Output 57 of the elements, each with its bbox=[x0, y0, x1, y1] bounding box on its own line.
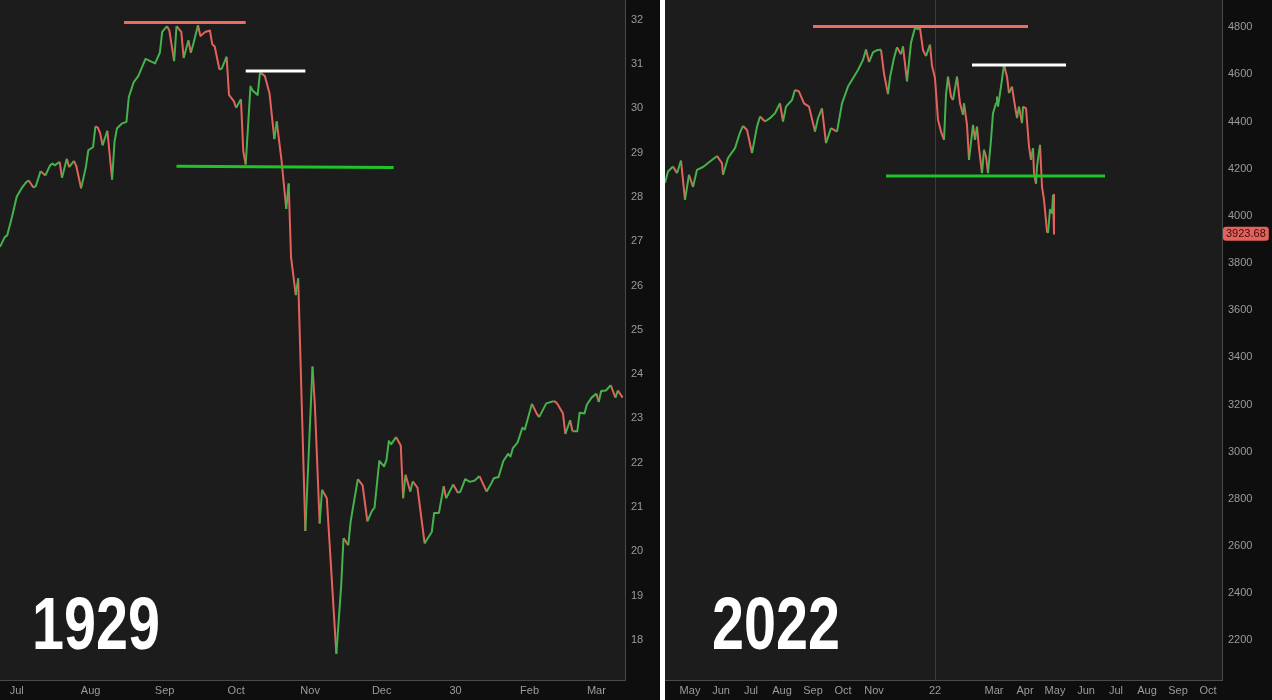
text: 3923.68 bbox=[1226, 227, 1266, 240]
x-tick-label: 30 bbox=[449, 683, 462, 696]
y-tick-label: 23 bbox=[631, 411, 644, 424]
x-tick-label: 22 bbox=[928, 683, 942, 696]
y-tick-label: 4800 bbox=[1228, 20, 1253, 33]
x-tick-label: May bbox=[679, 683, 701, 696]
x-tick-label: Oct bbox=[834, 683, 852, 696]
y-tick-label: 32 bbox=[631, 12, 644, 25]
x-tick-label: Jun bbox=[1077, 683, 1095, 696]
x-tick-label: Nov bbox=[864, 683, 885, 696]
x-tick-label: Mar bbox=[586, 683, 607, 696]
y-tick-label: 3200 bbox=[1228, 397, 1253, 410]
y-tick-label: 3800 bbox=[1228, 256, 1253, 269]
x-tick-label: Jul bbox=[1108, 683, 1124, 696]
y-tick-label: 2400 bbox=[1228, 586, 1253, 599]
y-tick-label: 2600 bbox=[1228, 539, 1253, 552]
y-tick-label: 22 bbox=[631, 455, 644, 468]
y-tick-label: 29 bbox=[631, 145, 644, 158]
y-tick-label: 25 bbox=[631, 322, 644, 335]
y-tick-label: 2800 bbox=[1228, 491, 1253, 504]
annotation: 2022 bbox=[712, 582, 840, 665]
x-tick-label: Jun bbox=[712, 683, 730, 696]
y-tick-label: 28 bbox=[631, 189, 644, 202]
x-tick-label: Jul bbox=[743, 683, 759, 696]
y-tick-label: 3000 bbox=[1228, 444, 1253, 457]
y-tick-label: 4000 bbox=[1228, 208, 1253, 221]
x-tick-label: Sep bbox=[803, 683, 823, 696]
y-tick-label: 4200 bbox=[1228, 161, 1253, 174]
x-tick-label: Aug bbox=[772, 683, 792, 696]
x-tick-label: Apr bbox=[1016, 683, 1034, 696]
annotation: 1929 bbox=[32, 582, 160, 665]
x-tick-label: Aug bbox=[80, 683, 101, 696]
y-tick-label: 18 bbox=[631, 633, 644, 646]
x-tick-label: May bbox=[1044, 683, 1066, 696]
y-tick-label: 26 bbox=[631, 278, 644, 291]
y-tick-label: 20 bbox=[631, 544, 644, 557]
y-tick-label: 27 bbox=[631, 234, 644, 247]
y-tick-label: 2200 bbox=[1228, 633, 1253, 646]
y-tick-label: 30 bbox=[631, 101, 644, 114]
x-tick-label: Aug bbox=[1137, 683, 1157, 696]
y-tick-label: 21 bbox=[631, 500, 644, 513]
x-tick-label: Jul bbox=[9, 683, 24, 696]
y-tick-label: 4400 bbox=[1228, 114, 1253, 127]
x-tick-label: Feb bbox=[520, 683, 540, 696]
y-tick-label: 3400 bbox=[1228, 350, 1253, 363]
x-tick-label: Oct bbox=[227, 683, 245, 696]
x-tick-label: Oct bbox=[1199, 683, 1217, 696]
y-tick-label: 24 bbox=[631, 367, 644, 380]
x-tick-label: Mar bbox=[984, 683, 1004, 696]
y-tick-label: 31 bbox=[631, 56, 644, 69]
y-tick-label: 4600 bbox=[1228, 67, 1253, 80]
x-tick-label: Dec bbox=[371, 683, 392, 696]
y-tick-label: 3600 bbox=[1228, 303, 1253, 316]
y-tick-label: 19 bbox=[631, 588, 644, 601]
x-tick-label: Nov bbox=[300, 683, 321, 696]
x-tick-label: Sep bbox=[1168, 683, 1188, 696]
x-tick-label: Sep bbox=[154, 683, 175, 696]
